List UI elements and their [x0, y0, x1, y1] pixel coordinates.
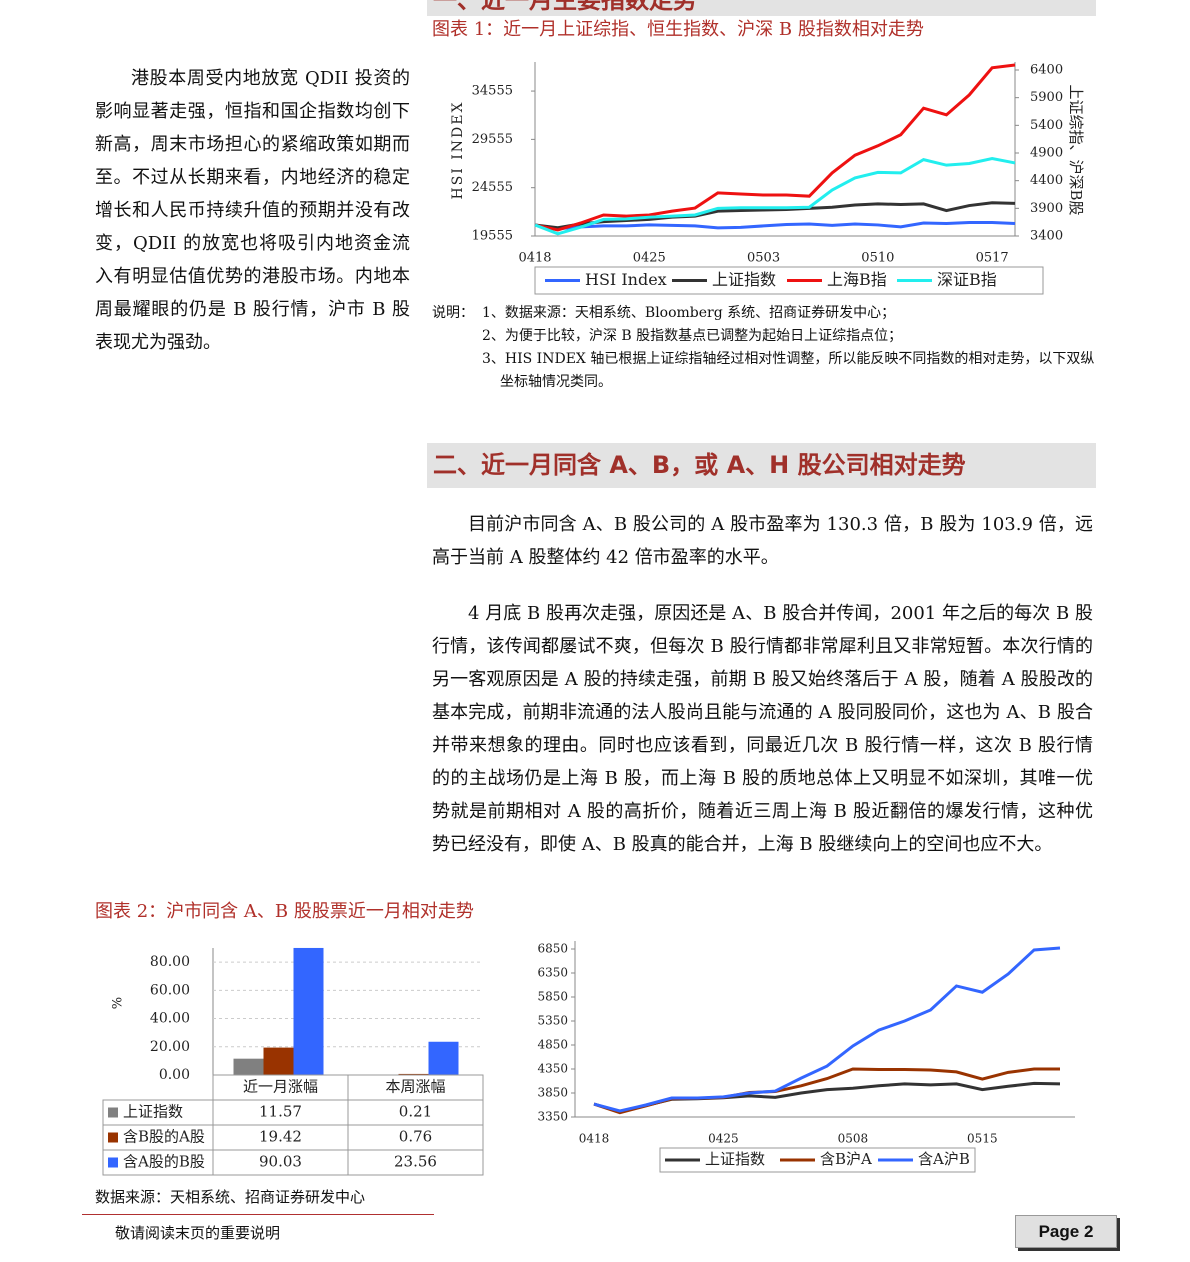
- figure-title: 图表 1：近一月上证综指、恒生指数、沪深 B 股指数相对走势: [432, 19, 924, 40]
- legend-label: 含A沪B: [918, 1150, 970, 1168]
- note: 1、数据来源：天相系统、Bloomberg 系统、招商证券研发中心；: [482, 305, 896, 321]
- legend-label: 含B股的A股: [123, 1128, 205, 1146]
- table-header: 本周涨幅: [385, 1078, 445, 1096]
- legend-label: 上证指数: [123, 1103, 183, 1121]
- x-tick-label: 0418: [518, 251, 551, 266]
- table-value: 0.76: [399, 1128, 432, 1146]
- x-tick-label: 0517: [976, 251, 1009, 266]
- x-tick-label: 0508: [838, 1132, 869, 1146]
- y-axis-title: %: [111, 997, 126, 1009]
- section-heading: 一、近一月主要指数走势: [427, 0, 1096, 16]
- y2-axis-title: 上证综指、沪深B股: [1067, 84, 1085, 215]
- y-tick-label: 0.00: [159, 1067, 190, 1083]
- note: 3、HIS INDEX 轴已根据上证综指轴经过相对性调整，所以能反映不同指数的相…: [482, 351, 1095, 390]
- legend-box: [659, 1147, 976, 1173]
- table-value: 19.42: [259, 1128, 302, 1146]
- y2-tick-label: 4400: [1030, 173, 1063, 188]
- x-tick-label: 0515: [967, 1132, 998, 1146]
- footer-rule: [82, 1214, 434, 1215]
- x-tick-label: 0425: [633, 251, 666, 266]
- notes-label: 说明：: [432, 305, 474, 321]
- table-value: 11.57: [259, 1103, 302, 1121]
- bar: [398, 1073, 429, 1075]
- note: 2、为便于比较，沪深 B 股指数基点已调整为起始日上证综指点位；: [482, 328, 903, 344]
- legend-label: 上证指数: [712, 270, 776, 289]
- series-line: [534, 157, 1016, 236]
- y-tick-label: 5850: [537, 990, 568, 1004]
- y-tick-label: 29555: [472, 132, 513, 147]
- x-tick-label: 0510: [861, 251, 894, 266]
- paragraph: 目前沪市同含 A、B 股公司的 A 股市盈率为 130.3 倍，B 股为 103…: [432, 514, 1093, 568]
- series-line: [593, 946, 1061, 1113]
- y-tick-label: 80.00: [150, 954, 190, 970]
- y-tick-label: 3350: [537, 1110, 568, 1124]
- x-tick-label: 0503: [747, 251, 780, 266]
- y-tick-label: 34555: [472, 84, 513, 99]
- page-number: Page 2: [1015, 1215, 1117, 1248]
- legend-swatch: [108, 1132, 118, 1143]
- y-tick-label: 60.00: [150, 982, 190, 998]
- legend-label: 含A股的B股: [123, 1153, 205, 1171]
- section-heading: 二、近一月同含 A、B，或 A、H 股公司相对走势: [427, 443, 1096, 488]
- legend-label: 含B沪A: [820, 1150, 872, 1168]
- table-value: 0.21: [399, 1103, 432, 1121]
- table-value: 90.03: [259, 1153, 302, 1171]
- series-line: [534, 221, 1016, 231]
- footer-text: 敬请阅读末页的重要说明: [115, 1224, 281, 1242]
- legend-label: 上海B指: [827, 270, 887, 289]
- y2-tick-label: 5900: [1030, 90, 1063, 105]
- y2-tick-label: 4900: [1030, 146, 1063, 161]
- x-tick-label: 0418: [579, 1132, 610, 1146]
- legend-label: 深证B指: [937, 270, 997, 289]
- table-value: 23.56: [394, 1153, 437, 1171]
- bar: [263, 1047, 294, 1075]
- legend-swatch: [108, 1107, 118, 1118]
- bar: [428, 1041, 459, 1075]
- source: 数据来源：天相系统、招商证券研发中心: [95, 1188, 366, 1206]
- y-tick-label: 6850: [537, 942, 568, 956]
- y-tick-label: 4350: [537, 1062, 568, 1076]
- x-tick-label: 0425: [708, 1132, 739, 1146]
- legend-swatch: [108, 1157, 118, 1168]
- y2-tick-label: 3400: [1030, 229, 1063, 244]
- series-line: [593, 1081, 1061, 1114]
- y-axis-title: HSI INDEX: [450, 101, 466, 200]
- y-tick-label: 6350: [537, 966, 568, 980]
- series-line: [534, 63, 1016, 232]
- y-tick-label: 4850: [537, 1038, 568, 1052]
- y-tick-label: 5350: [537, 1014, 568, 1028]
- paragraph: 4 月底 B 股再次走强，原因还是 A、B 股合并传闻，2001 年之后的每次 …: [432, 603, 1093, 855]
- y-tick-label: 24555: [472, 180, 513, 195]
- y-tick-label: 3850: [537, 1086, 568, 1100]
- bar: [233, 1058, 264, 1075]
- paragraph: 港股本周受内地放宽 QDII 投资的影响显著走强，恒指和国企指数均创下新高，周末…: [95, 68, 410, 353]
- y-tick-label: 40.00: [150, 1011, 190, 1027]
- y2-tick-label: 3900: [1030, 201, 1063, 216]
- y-tick-label: 20.00: [150, 1039, 190, 1055]
- y-tick-label: 19555: [472, 229, 513, 244]
- bar: [293, 947, 324, 1075]
- y2-tick-label: 6400: [1030, 63, 1063, 78]
- legend-label: HSI Index: [585, 270, 667, 289]
- figure-title: 图表 2：沪市同含 A、B 股股票近一月相对走势: [95, 901, 474, 922]
- y2-tick-label: 5400: [1030, 118, 1063, 133]
- legend-label: 上证指数: [705, 1150, 765, 1168]
- series-line: [534, 201, 1016, 230]
- table-header: 近一月涨幅: [243, 1078, 318, 1096]
